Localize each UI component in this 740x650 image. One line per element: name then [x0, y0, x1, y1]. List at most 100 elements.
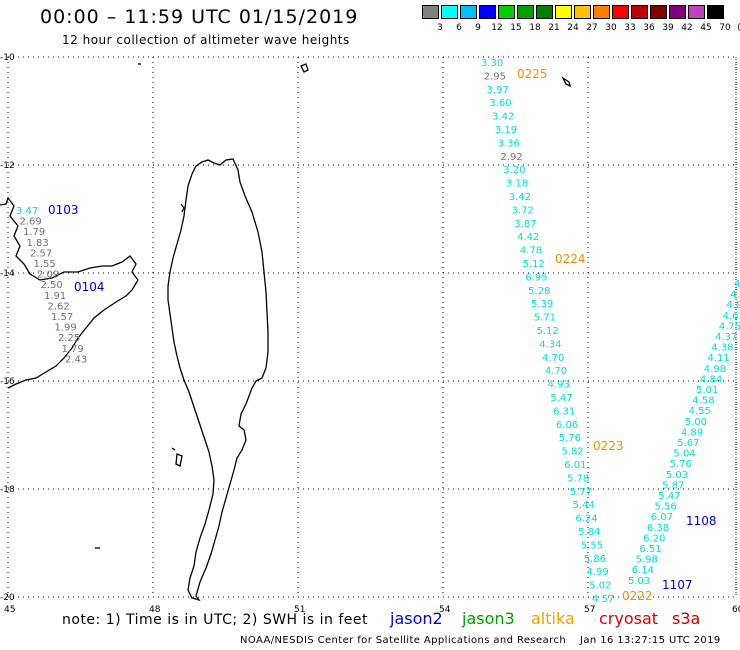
pass-time-label: 0104 [74, 280, 105, 294]
swh-value: 6.24 [575, 514, 597, 525]
swh-value: 3.42 [492, 112, 514, 123]
satellite-legend-jason2: jason2 [390, 609, 443, 628]
colorbar-swatch [555, 5, 572, 19]
swh-value: 3.47 [16, 206, 38, 217]
swh-value: 5.01 [696, 385, 718, 396]
swh-value: 5.86 [584, 554, 606, 565]
swh-value: 3.36 [498, 138, 520, 149]
colorbar-label: 70 [719, 23, 731, 33]
longitude-tick-label: 54 [439, 605, 451, 615]
pass-time-label: 1108 [686, 514, 717, 528]
colorbar-swatch [612, 5, 629, 19]
swh-value: 2.92 [500, 152, 522, 163]
swh-value: 3.60 [489, 98, 511, 109]
longitude-tick-label: 60 [732, 605, 740, 615]
swh-value: 5.28 [528, 286, 550, 297]
colorbar-label: 30 [605, 23, 617, 33]
swh-value: 2.95 [484, 71, 506, 82]
swh-value: 6.38 [647, 523, 669, 534]
pass-time-label: 1107 [662, 578, 693, 592]
swh-value: 6.31 [553, 406, 575, 417]
swh-value: 5.03 [628, 576, 650, 587]
swh-value: 2.57 [30, 248, 52, 259]
swh-value: 3.72 [512, 205, 534, 216]
swh-value: 1.83 [27, 238, 49, 249]
swh-value: 5.78 [567, 473, 589, 484]
map-title: 00:00 – 11:59 UTC 01/15/2019 [40, 6, 359, 28]
swh-value: 4.24 [730, 290, 740, 301]
swh-value: 5.67 [677, 438, 699, 449]
pass-time-label: 0103 [48, 203, 79, 217]
swh-value: 5.12 [537, 326, 559, 337]
tromelin-island [171, 447, 176, 451]
swh-value: 3.30 [481, 58, 503, 69]
colorbar-label: 24 [567, 23, 579, 33]
footer-note: note: 1) Time is in UTC; 2) SWH is in fe… [62, 612, 369, 628]
satellite-legend-jason3: jason3 [462, 609, 515, 628]
swh-value: 1.57 [51, 312, 73, 323]
swh-value: 6.51 [639, 544, 661, 555]
swh-value: 5.47 [550, 393, 572, 404]
colorbar-label: 9 [475, 23, 481, 33]
swh-value: 5.76 [559, 433, 581, 444]
swh-value: 4.58 [692, 396, 714, 407]
swh-value: 1.55 [34, 259, 56, 270]
longitude-tick-label: 51 [294, 605, 305, 615]
colorbar-swatch [707, 5, 724, 19]
swh-value: 4.70 [542, 353, 564, 364]
colorbar-swatch [631, 5, 648, 19]
swh-value: 2.25 [58, 333, 80, 344]
colorbar-label: 3 [437, 23, 443, 33]
credit-line: NOAA/NESDIS Center for Satellite Applica… [240, 635, 567, 646]
colorbar-label: 12 [491, 23, 503, 33]
pass-time-label: 0222 [622, 589, 653, 603]
pass-time-label: 0224 [555, 252, 586, 266]
colorbar-label: 33 [624, 23, 636, 33]
colorbar-swatch [479, 5, 496, 19]
swh-value: 5.56 [655, 502, 677, 513]
swh-value: 4.61 [723, 311, 740, 322]
colorbar-label: 15 [510, 23, 522, 33]
swh-value: 5.12 [523, 259, 545, 270]
swh-value: 4.23 [734, 279, 740, 290]
swh-value: 1.91 [44, 291, 66, 302]
swh-value: 5.39 [531, 299, 553, 310]
swh-value: 2.62 [48, 301, 70, 312]
swh-value: 3.97 [487, 85, 509, 96]
glorieuses-island [561, 76, 571, 88]
swh-value: 4.11 [708, 353, 730, 364]
swh-value: 3.20 [503, 165, 525, 176]
map-grid: 45 48 51 54 57 60 -10 -12 -14 -16 -18 -20 [0, 53, 740, 615]
swh-value: 1.79 [23, 227, 45, 238]
swh-value: 2.43 [65, 354, 87, 365]
longitude-tick-label: 57 [584, 605, 595, 615]
generation-timestamp: Jan 16 13:27:15 UTC 2019 [580, 635, 721, 646]
swh-value: 5.02 [589, 581, 611, 592]
swh-value: 6.95 [525, 272, 547, 283]
longitude-tick-label: 48 [149, 605, 161, 615]
swh-value: 5.82 [561, 447, 583, 458]
juan-de-nova-island [175, 453, 183, 467]
colorbar-swatch [517, 5, 534, 19]
swh-value: 4.98 [704, 364, 726, 375]
swh-value: 4.89 [681, 427, 703, 438]
swh-value: 5.77 [570, 487, 592, 498]
swh-value: 5.47 [658, 491, 680, 502]
swh-value: 5.71 [534, 313, 556, 324]
coastline [0, 63, 571, 602]
swh-value: 1.99 [55, 323, 77, 334]
swh-value: 5.76 [670, 459, 692, 470]
map-subtitle: 12 hour collection of altimeter wave hei… [62, 33, 350, 47]
track-labels: 3.30 2.95 3.97 3.60 3.42 3.19 3.36 2.92 3.20 3.18… [16, 58, 740, 605]
swh-value: 5.55 [581, 540, 603, 551]
swh-value: 3.42 [509, 192, 531, 203]
colorbar-swatch [498, 5, 515, 19]
colorbar-label: (ft) [736, 23, 740, 33]
colorbar-swatch [422, 5, 439, 19]
comoros-island-b [180, 203, 185, 213]
swh-value: 4.78 [520, 246, 542, 257]
swh-value: 2.09 [37, 270, 59, 281]
colorbar-swatch [593, 5, 610, 19]
satellite-legend-s3a: s3a [672, 609, 701, 628]
